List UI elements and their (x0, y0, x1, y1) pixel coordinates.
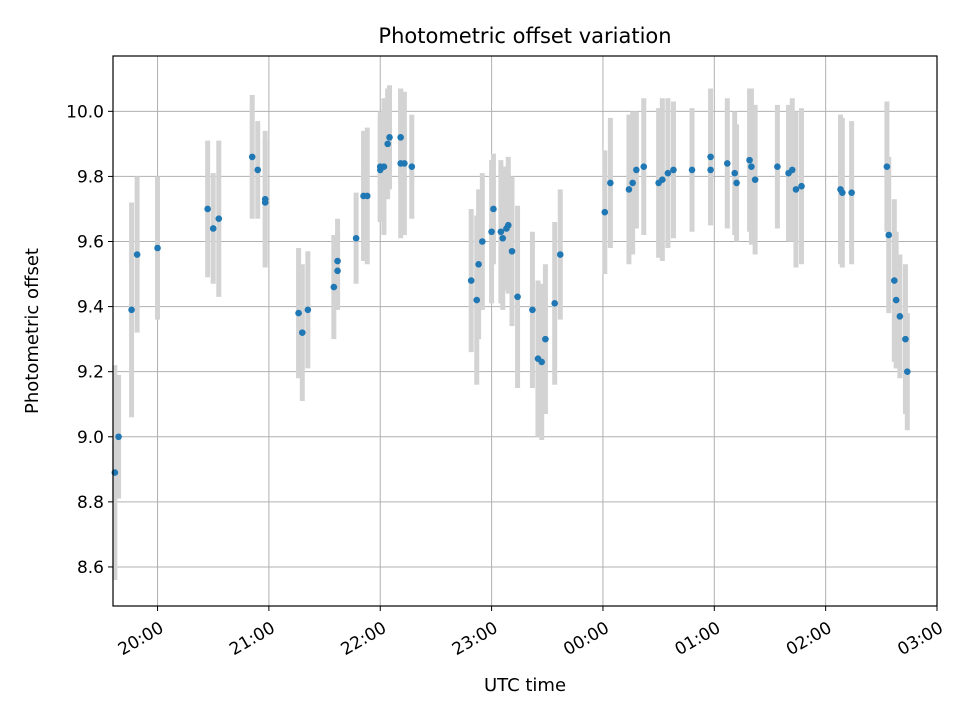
data-point (664, 169, 672, 177)
data-point (380, 163, 388, 170)
data-point (298, 329, 306, 336)
data-point (209, 225, 217, 232)
data-point (508, 247, 516, 255)
data-point (386, 134, 393, 141)
data-point (707, 166, 714, 174)
data-point (798, 182, 805, 190)
grid-layer (113, 56, 938, 606)
data-point (774, 163, 781, 170)
data-point (488, 228, 495, 236)
data-point (261, 199, 269, 206)
data-point (295, 309, 302, 317)
data-point (625, 186, 633, 193)
data-point (659, 176, 666, 183)
chart-title: Photometric offset variation (378, 24, 671, 48)
data-point (688, 166, 696, 174)
data-point (334, 257, 341, 265)
data-point (733, 179, 740, 187)
data-point (154, 244, 161, 252)
data-point (885, 231, 893, 239)
data-point (467, 277, 475, 284)
data-point (892, 296, 900, 304)
data-point (723, 160, 731, 167)
y-tick-label: 9.6 (77, 233, 104, 253)
data-point (748, 163, 755, 170)
data-point (670, 166, 677, 174)
x-tick-label: 21:00 (226, 618, 278, 660)
plot-frame (112, 55, 938, 607)
x-tick-label: 20:00 (115, 618, 167, 660)
data-point (538, 358, 546, 366)
data-point (133, 251, 141, 258)
data-point (254, 166, 262, 174)
data-point (397, 134, 404, 141)
x-tick-label: 01:00 (672, 618, 724, 660)
y-tick-label: 8.6 (77, 558, 104, 578)
y-tick-label: 9.8 (77, 167, 104, 187)
x-tick-label: 23:00 (449, 618, 501, 660)
data-point (792, 186, 800, 193)
x-tick-label: 00:00 (560, 618, 612, 660)
data-point (751, 176, 759, 183)
data-point (408, 163, 416, 170)
data-point (128, 306, 135, 314)
data-point (475, 260, 482, 268)
data-point (363, 192, 371, 200)
data-point (352, 234, 360, 242)
data-point (304, 306, 312, 314)
y-tick-label: 9.0 (77, 428, 104, 448)
y-tick-label: 9.4 (77, 298, 104, 318)
data-point (248, 153, 256, 161)
data-point (731, 169, 739, 177)
data-point (542, 335, 549, 343)
data-point (633, 166, 640, 174)
errorbar-layer (112, 85, 910, 580)
x-tick-label: 22:00 (338, 618, 390, 660)
data-point (883, 163, 891, 170)
data-point (490, 205, 497, 213)
data-point (746, 156, 753, 164)
data-point (707, 153, 714, 161)
data-point (891, 277, 898, 284)
data-point (334, 267, 341, 275)
data-point (473, 296, 481, 304)
data-point (384, 140, 391, 148)
data-point (902, 335, 909, 343)
point-layer (111, 134, 911, 476)
x-tick-label: 02:00 (783, 618, 835, 660)
data-point (551, 300, 558, 307)
data-point (896, 313, 904, 320)
data-point (504, 221, 512, 229)
data-point (401, 160, 408, 167)
data-point (499, 234, 507, 242)
data-point (479, 238, 486, 245)
data-point (529, 306, 536, 314)
data-point (640, 163, 648, 170)
data-point (839, 189, 846, 196)
data-point (514, 293, 521, 301)
data-point (204, 205, 211, 213)
data-point (330, 283, 338, 291)
data-point (115, 433, 122, 441)
y-tick-label: 10.0 (66, 102, 104, 122)
data-point (848, 189, 855, 196)
data-point (788, 166, 796, 174)
data-point (904, 368, 911, 375)
data-point (556, 251, 564, 258)
y-axis-label: Photometric offset (22, 248, 43, 414)
data-point (215, 215, 223, 223)
y-tick-label: 9.2 (77, 363, 104, 383)
x-axis-label: UTC time (484, 675, 566, 696)
data-point (629, 179, 636, 187)
y-tick-label: 8.8 (77, 493, 104, 513)
data-point (497, 228, 505, 236)
x-tick-label: 03:00 (894, 618, 946, 660)
data-point (601, 208, 609, 216)
data-point (607, 179, 614, 187)
